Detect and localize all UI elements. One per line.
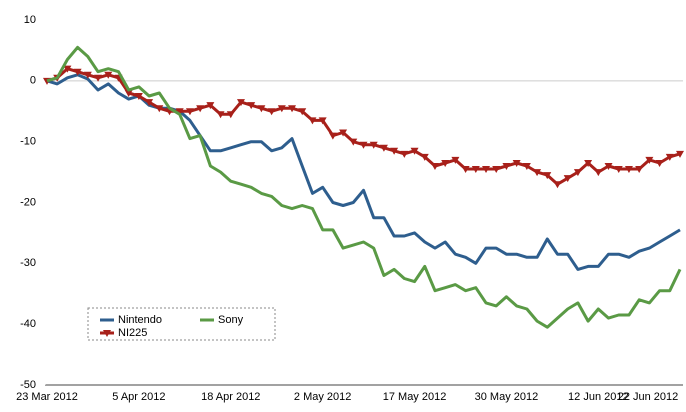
series-marker [288,105,297,113]
series-marker [533,169,542,177]
series-marker [420,153,429,161]
x-tick-label: 30 May 2012 [475,391,539,403]
series-marker [104,71,113,79]
series-marker [257,105,266,113]
series-marker [492,166,501,174]
series-marker [155,105,164,113]
series-marker [328,132,337,140]
series-marker [185,108,194,116]
series-marker [277,105,286,113]
series-marker [390,147,399,155]
series-marker [461,166,470,174]
x-tick-label: 18 Apr 2012 [201,391,260,403]
x-tick-label: 12 Jun 2012 [568,391,629,403]
legend-label: Sony [218,314,244,326]
series-marker [175,108,184,116]
x-tick-label: 23 Mar 2012 [16,391,78,403]
series-marker [196,105,205,113]
series-marker [369,141,378,149]
series-marker [543,172,552,180]
series-marker [206,102,215,110]
legend-label: NI225 [118,327,147,339]
series-marker [584,159,593,167]
x-tick-label: 22 Jun 2012 [618,391,679,403]
y-tick-label: -50 [20,379,36,391]
series-marker [349,138,358,146]
y-tick-label: 0 [30,75,36,87]
series-marker [471,166,480,174]
series-marker [134,93,143,101]
series-marker [604,163,613,170]
x-tick-label: 2 May 2012 [294,391,351,403]
series-marker [318,117,327,125]
series-marker [522,163,531,170]
series-marker [400,150,409,158]
series-marker [124,90,133,97]
x-tick-label: 5 Apr 2012 [112,391,165,403]
series-marker [379,144,388,152]
series-marker [339,129,348,137]
series-marker [502,163,511,170]
series-marker [267,108,276,116]
y-tick-label: -10 [20,136,36,148]
series-marker [145,99,154,107]
series-marker [430,163,439,170]
series-marker [247,102,256,110]
series-marker [676,150,684,158]
series-marker [83,71,92,79]
series-marker [410,147,419,155]
series-marker [553,181,562,189]
series-marker [624,166,633,174]
series-marker [635,166,644,174]
series-marker [94,74,103,82]
series-marker [73,68,82,76]
series-marker [563,175,572,183]
series-marker [359,141,368,149]
series-line [46,73,681,271]
y-tick-label: -40 [20,318,36,330]
series-marker [594,169,603,177]
series-marker [451,156,460,164]
series-marker [298,108,307,116]
series-marker [63,65,72,73]
series-marker [665,153,674,161]
y-tick-label: -30 [20,257,36,269]
y-tick-label: -20 [20,196,36,208]
series-line [46,67,681,186]
series-marker [614,166,623,174]
series-marker [441,159,450,167]
legend-marker [103,330,111,337]
series-marker [216,111,225,119]
series-marker [655,159,664,167]
series-marker [512,159,521,167]
series-line [46,45,682,329]
legend-label: Nintendo [118,314,162,326]
series-marker [573,169,582,177]
series-marker [645,156,654,164]
series-marker [308,117,317,125]
series-marker [226,111,235,119]
series-marker [482,166,491,174]
legend-box [87,307,276,341]
y-tick-label: 10 [24,14,36,26]
series-marker [236,99,245,107]
x-tick-label: 17 May 2012 [383,391,447,403]
